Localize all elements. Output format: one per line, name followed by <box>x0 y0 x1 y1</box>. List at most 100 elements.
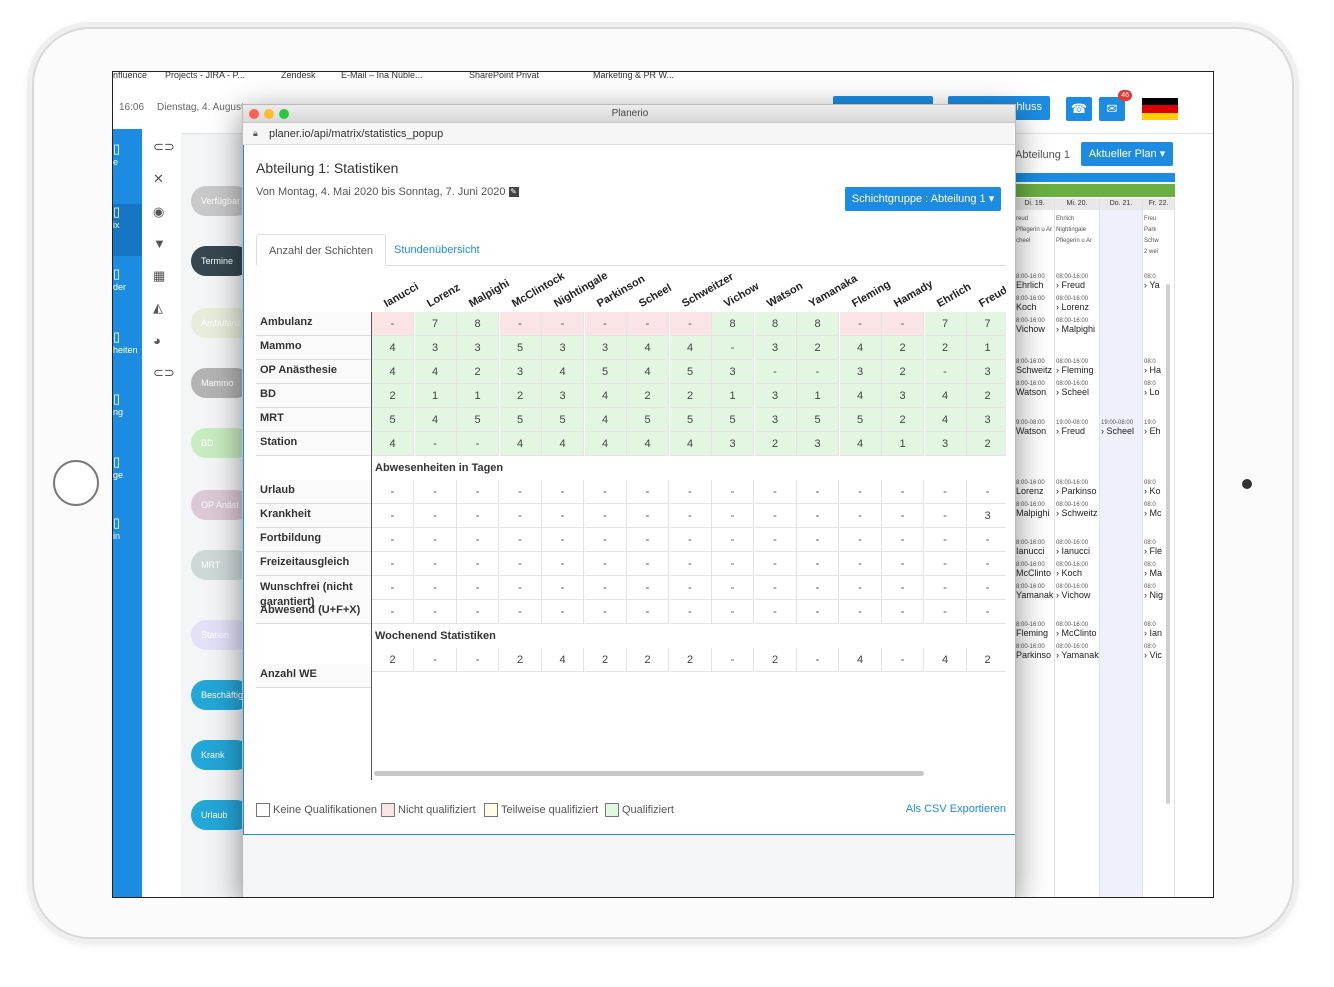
shift-pill[interactable]: BD <box>191 428 251 458</box>
eye-icon[interactable]: ◉ <box>153 204 165 219</box>
row-label: BD <box>256 384 371 408</box>
calendar-shift-entry[interactable]: 8:00-16:00 Koch <box>1016 296 1045 312</box>
shift-pill[interactable]: Verfügbar <box>191 186 251 216</box>
tab-shift-count[interactable]: Anzahl der Schichten <box>256 234 386 266</box>
calendar-shift-entry[interactable]: 8:00-16:00 Parkinso <box>1016 644 1051 660</box>
calendar-shift-entry[interactable]: 08:00-16:00 › Lorenz <box>1056 296 1089 312</box>
address-bar[interactable]: 🔒︎ planer.io/api/matrix/statistics_popup <box>243 123 1015 145</box>
shift-pill[interactable]: Urlaub <box>191 800 251 830</box>
shift-group-dropdown[interactable]: Schichtgruppe : Abteilung 1 ▾ <box>845 187 1001 211</box>
calendar-shift-entry[interactable]: 08:0 › Vic <box>1144 644 1162 660</box>
phone-button[interactable]: ☎ <box>1066 97 1092 121</box>
stat-cell: - <box>457 600 499 624</box>
shift-pill[interactable]: Mammo <box>191 368 251 398</box>
toggle-icon-2[interactable]: ⊂⊃ <box>153 365 175 380</box>
shift-time: 19:00-08:00 <box>1101 420 1134 426</box>
calendar-shift-entry[interactable]: 08:0 › Ian <box>1144 622 1162 638</box>
calendar-shift-entry[interactable]: 08:0 › Fle <box>1144 540 1162 556</box>
shift-pill[interactable]: Krank <box>191 740 251 770</box>
filter-icon[interactable]: ▼ <box>153 236 166 251</box>
calendar-shift-entry[interactable]: 08:0 › Mc <box>1144 502 1162 518</box>
calendar-shift-entry[interactable]: 08:00-16:00 › Freud <box>1056 274 1088 290</box>
chart-icon[interactable]: ◭ <box>153 300 163 315</box>
calendar-shift-entry[interactable]: 08:0 › Ha <box>1144 359 1161 375</box>
calendar-shift-entry[interactable]: 08:00-16:00 › Yamanak <box>1056 644 1099 660</box>
stat-cell: 2 <box>499 384 542 408</box>
bookmark-item[interactable]: nfluence <box>113 72 148 80</box>
maximize-window-button[interactable] <box>279 109 289 119</box>
shift-employee: › Vic <box>1144 650 1162 660</box>
calendar-shift-entry[interactable]: 19:00-08:00 › Scheel <box>1101 420 1134 436</box>
calendar-shift-entry[interactable]: 08:00-16:00 › Koch <box>1056 562 1088 578</box>
shift-pill[interactable]: Ambulanz <box>191 308 251 338</box>
palette-icon[interactable]: ◕ <box>153 333 161 348</box>
nav-item[interactable]: ▯ ix <box>113 204 142 256</box>
stat-cell: - <box>924 360 967 384</box>
stat-cell: - <box>797 528 839 552</box>
calendar-shift-entry[interactable]: 19:0 › Eh <box>1144 420 1161 436</box>
german-flag-icon[interactable] <box>1142 98 1178 120</box>
calendar-shift-entry[interactable]: 8:00-16:00 Ianucci <box>1016 540 1045 556</box>
calendar-shift-entry[interactable]: 08:0 › Lo <box>1144 381 1160 397</box>
edit-icon[interactable]: ✎ <box>508 187 519 198</box>
calendar-shift-entry[interactable]: 08:00-16:00 › Scheel <box>1056 381 1089 397</box>
current-plan-button[interactable]: Aktueller Plan ▾ <box>1081 142 1173 166</box>
shift-pill[interactable]: OP Anäst <box>191 490 251 520</box>
bookmark-item[interactable]: E-Mail – Ina Nüble... <box>341 72 423 80</box>
calendar-shift-entry[interactable]: 08:0 › Ma <box>1144 562 1162 578</box>
bookmark-item[interactable]: Zendesk <box>281 72 316 80</box>
export-csv-link[interactable]: Als CSV Exportieren <box>905 803 1006 815</box>
stat-cell: 3 <box>584 336 627 360</box>
shift-time: 08:00-16:00 <box>1056 381 1089 387</box>
calendar-shift-entry[interactable]: 8:00-16:00 Fleming <box>1016 622 1048 638</box>
calendar-shift-entry[interactable]: 8:00-16:00 Lorenz <box>1016 480 1045 496</box>
calendar-shift-entry[interactable]: 8:00-16:00 McClinto <box>1016 562 1051 578</box>
stat-cell: 4 <box>627 360 669 384</box>
toggle-icon[interactable]: ⊂⊃ <box>153 139 175 154</box>
nav-item[interactable]: ▯ heiten <box>113 329 142 381</box>
calendar-shift-entry[interactable]: 08:00-16:00 › Ianucci <box>1056 540 1090 556</box>
tab-hours-overview[interactable]: Stundenübersicht <box>394 244 480 256</box>
close-window-button[interactable] <box>249 109 259 119</box>
calendar-icon[interactable]: ▦ <box>153 268 166 283</box>
nav-item[interactable]: ▯ der <box>113 266 142 318</box>
calendar-shift-entry[interactable]: 08:0 › Nig <box>1144 584 1163 600</box>
expand-icon[interactable]: ✕ <box>153 171 164 186</box>
calendar-shift-entry[interactable]: 08:00-16:00 › Vichow <box>1056 584 1090 600</box>
calendar-shift-entry[interactable]: 8:00-16:00 Watson <box>1016 381 1046 397</box>
shift-pill[interactable]: Termine <box>191 246 251 276</box>
nav-item[interactable]: ▯ ge <box>113 454 142 506</box>
url-text[interactable]: planer.io/api/matrix/statistics_popup <box>269 128 444 140</box>
nav-item[interactable]: ▯ ng <box>113 391 142 443</box>
nav-item[interactable]: ▯ in <box>113 515 142 567</box>
calendar-shift-entry[interactable]: 19:00-08:00 › Freud <box>1056 420 1088 436</box>
calendar-shift-entry[interactable]: 8:00-16:00 Vichow <box>1016 318 1045 334</box>
bookmark-item[interactable]: SharePoint Privat <box>469 72 540 80</box>
calendar-shift-entry[interactable]: 08:00-16:00 › Parkinso <box>1056 480 1097 496</box>
shift-pill[interactable]: Station <box>191 620 251 650</box>
shift-pill[interactable]: MRT <box>191 550 251 580</box>
bookmark-item[interactable]: Projects - JIRA - P... <box>165 72 245 80</box>
calendar-shift-entry[interactable]: 08:0 › Ko <box>1144 480 1161 496</box>
calendar-shift-entry[interactable]: 9:00-08:00 Watson <box>1016 420 1046 436</box>
calendar-shift-entry[interactable]: 8:00-16:00 Ehrlich <box>1016 274 1045 290</box>
horizontal-scrollbar[interactable] <box>374 771 924 776</box>
calendar-shift-entry[interactable]: 08:00-16:00 › McClinto <box>1056 622 1097 638</box>
stat-cell: 7 <box>414 312 457 336</box>
phone-icon: ☎ <box>1070 101 1088 116</box>
calendar-shift-entry[interactable]: 08:00-16:00 › Malpighi <box>1056 318 1095 334</box>
page-title: Abteilung 1: Statistiken <box>256 160 399 176</box>
calendar-scrollbar[interactable] <box>1166 284 1170 804</box>
home-button[interactable] <box>53 460 99 506</box>
calendar-shift-entry[interactable]: 8:00-16:00 Yamanak <box>1016 584 1053 600</box>
shift-pill[interactable]: Beschäftigun <box>191 680 251 710</box>
bookmark-item[interactable]: Marketing & PR W... <box>593 72 675 80</box>
calendar-shift-entry[interactable]: 08:0 › Ya <box>1144 274 1160 290</box>
calendar-shift-entry[interactable]: 8:00-16:00 Malpighi <box>1016 502 1050 518</box>
mail-button[interactable]: ✉ 46 <box>1099 90 1132 121</box>
calendar-shift-entry[interactable]: 08:00-16:00 › Fleming <box>1056 359 1094 375</box>
nav-item[interactable]: ▯ e <box>113 141 142 193</box>
calendar-shift-entry[interactable]: 8:00-16:00 Schweitz <box>1016 359 1052 375</box>
minimize-window-button[interactable] <box>264 109 274 119</box>
calendar-shift-entry[interactable]: 08:00-16:00 › Schweitz <box>1056 502 1098 518</box>
